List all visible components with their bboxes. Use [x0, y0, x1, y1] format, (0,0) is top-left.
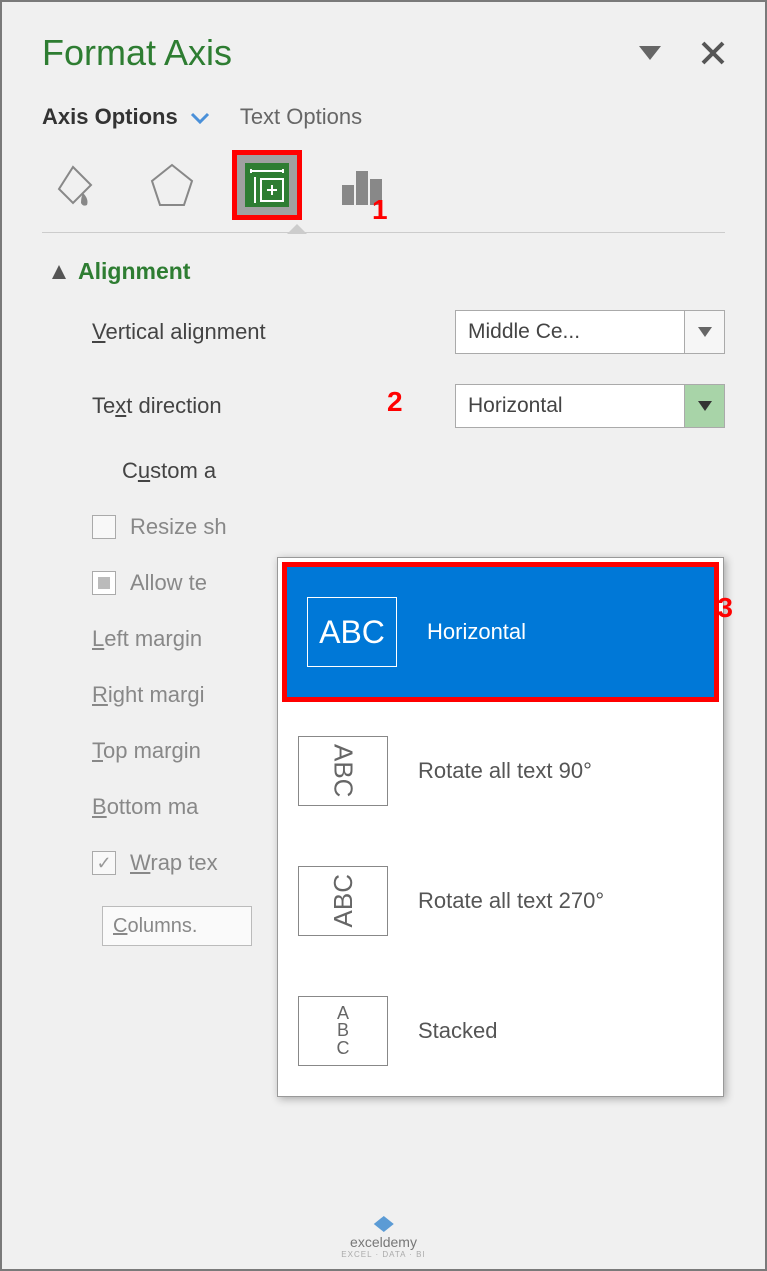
logo-icon [371, 1214, 395, 1234]
panel-title: Format Axis [42, 32, 232, 74]
section-title-label: Alignment [78, 258, 190, 285]
chevron-down-icon [190, 112, 210, 124]
popup-option-rotate270[interactable]: ABC Rotate all text 270° [278, 836, 723, 966]
tab-axis-options-label: Axis Options [42, 104, 178, 129]
watermark-tag: EXCEL · DATA · BI [341, 1250, 425, 1259]
horizontal-thumb-icon: ABC [307, 597, 397, 667]
section-alignment[interactable]: Alignment [52, 258, 725, 285]
size-properties-icon[interactable] [232, 150, 302, 220]
text-direction-value: Horizontal [456, 394, 684, 418]
checkbox-icon[interactable] [92, 515, 116, 539]
vertical-alignment-value: Middle Ce... [456, 320, 684, 344]
allow-label: Allow te [130, 570, 207, 596]
rotate270-thumb-icon: ABC [298, 866, 388, 936]
watermark: exceldemy EXCEL · DATA · BI [341, 1214, 425, 1259]
dropdown-icon[interactable] [639, 46, 661, 60]
fill-icon[interactable] [42, 150, 112, 220]
chevron-down-icon [684, 385, 724, 427]
annotation-3: 3 [717, 592, 733, 624]
effects-icon[interactable] [137, 150, 207, 220]
vertical-alignment-dropdown[interactable]: Middle Ce... [455, 310, 725, 354]
checkbox-icon[interactable] [92, 571, 116, 595]
popup-horizontal-label: Horizontal [427, 619, 526, 645]
collapse-icon [52, 265, 66, 279]
chevron-down-icon [684, 311, 724, 353]
popup-rotate270-label: Rotate all text 270° [418, 888, 604, 914]
text-direction-popup: ABC Horizontal ABC Rotate all text 90° A… [277, 557, 724, 1097]
checkbox-icon[interactable] [92, 851, 116, 875]
popup-option-stacked[interactable]: ABC Stacked [278, 966, 723, 1096]
text-direction-dropdown[interactable]: Horizontal [455, 384, 725, 428]
watermark-name: exceldemy [350, 1234, 417, 1250]
annotation-1: 1 [372, 194, 388, 226]
close-icon[interactable] [701, 41, 725, 65]
tab-text-options[interactable]: Text Options [240, 104, 362, 130]
popup-option-horizontal[interactable]: ABC Horizontal [282, 562, 719, 702]
rotate90-thumb-icon: ABC [298, 736, 388, 806]
columns-button[interactable]: Columns. [102, 906, 252, 946]
popup-rotate90-label: Rotate all text 90° [418, 758, 592, 784]
wrap-label: Wrap tex [130, 850, 218, 876]
popup-stacked-label: Stacked [418, 1018, 498, 1044]
resize-label: Resize sh [130, 514, 227, 540]
annotation-2: 2 [387, 386, 403, 418]
tab-axis-options[interactable]: Axis Options [42, 104, 210, 130]
popup-option-rotate90[interactable]: ABC Rotate all text 90° [278, 706, 723, 836]
custom-angle-label: Custom a [122, 458, 725, 484]
stacked-thumb-icon: ABC [298, 996, 388, 1066]
vertical-alignment-label: Vertical alignment [92, 319, 455, 345]
resize-checkbox-row: Resize sh [42, 514, 725, 540]
